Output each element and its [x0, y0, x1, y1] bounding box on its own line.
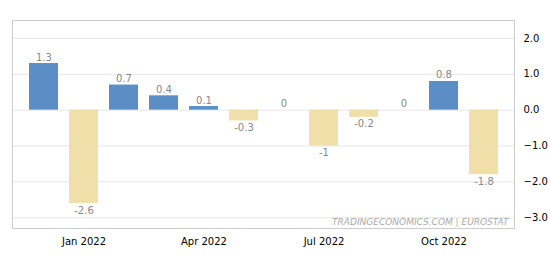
svg-text:Apr 2022: Apr 2022 — [181, 236, 227, 247]
svg-text:0.4: 0.4 — [156, 84, 172, 95]
svg-text:2.0: 2.0 — [524, 33, 540, 44]
svg-text:0.1: 0.1 — [196, 95, 212, 106]
svg-text:−2.0: −2.0 — [524, 176, 548, 187]
svg-text:0.8: 0.8 — [436, 69, 452, 80]
svg-text:-1.8: -1.8 — [474, 176, 494, 187]
svg-text:−1.0: −1.0 — [524, 140, 548, 151]
svg-text:0.7: 0.7 — [116, 73, 132, 84]
svg-text:Jul 2022: Jul 2022 — [303, 236, 345, 247]
svg-text:-2.6: -2.6 — [74, 204, 94, 215]
svg-text:TRADINGECONOMICS.COM | EUROSTA: TRADINGECONOMICS.COM | EUROSTAT — [332, 217, 510, 227]
svg-text:Jan 2022: Jan 2022 — [61, 236, 106, 247]
svg-text:Oct 2022: Oct 2022 — [421, 236, 467, 247]
svg-text:0.0: 0.0 — [524, 104, 540, 115]
svg-text:-0.2: -0.2 — [354, 118, 374, 129]
svg-text:-1: -1 — [319, 147, 329, 158]
svg-text:-0.3: -0.3 — [234, 122, 254, 133]
svg-text:0: 0 — [281, 98, 287, 109]
svg-text:1.3: 1.3 — [36, 52, 52, 63]
svg-text:0: 0 — [401, 98, 407, 109]
svg-text:1.0: 1.0 — [524, 68, 540, 79]
svg-text:−3.0: −3.0 — [524, 212, 548, 223]
